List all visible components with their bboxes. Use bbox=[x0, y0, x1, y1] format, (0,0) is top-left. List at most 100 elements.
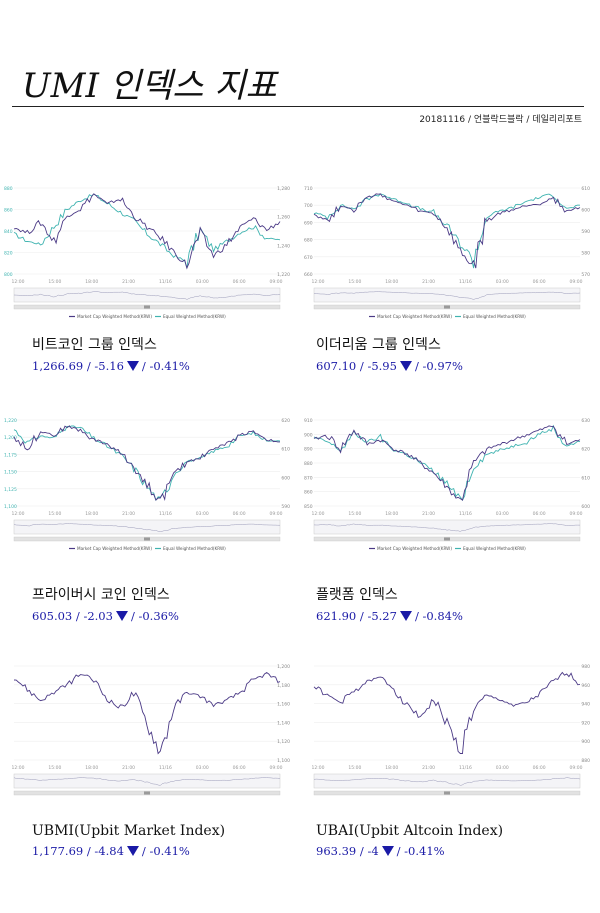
index-change: -4 bbox=[367, 844, 379, 858]
y-tick-left: 1,200 bbox=[4, 435, 17, 441]
chart-panel-bitcoin: 880 860 840 820 800 1,280 1,260 1,240 1,220 12:00… bbox=[2, 182, 292, 332]
y-tick-right: 570 bbox=[581, 272, 590, 278]
x-tick-label: 09:00 bbox=[570, 511, 583, 517]
x-tick-label: 06:00 bbox=[533, 511, 546, 517]
chart-panel-platform: 910 900 890 880 870 860 850 630 620 610 600 12:00 15… bbox=[302, 414, 592, 564]
y-tick-left: 690 bbox=[304, 220, 313, 226]
title-rule bbox=[12, 106, 584, 107]
y-tick-right: 580 bbox=[581, 251, 590, 257]
scrollbar-handle bbox=[444, 305, 450, 309]
y-tick-right: 590 bbox=[281, 504, 290, 510]
x-tick-label: 15:00 bbox=[348, 765, 361, 771]
y-tick-left: 870 bbox=[304, 475, 313, 481]
legend-equal: Equal Weighted Method(KRW) bbox=[163, 314, 226, 319]
y-tick-right: 1,140 bbox=[277, 720, 290, 726]
index-name: 플랫폼 인덱스 bbox=[316, 587, 398, 603]
y-tick-right: 1,120 bbox=[277, 739, 290, 745]
legend-market: Market Cap Weighted Method(KRW) bbox=[77, 546, 152, 551]
y-tick-right: 1,220 bbox=[277, 272, 290, 278]
index-name: 프라이버시 코인 인덱스 bbox=[32, 587, 170, 603]
x-tick-label: 11/16 bbox=[459, 511, 472, 517]
y-tick-right: 940 bbox=[581, 702, 590, 708]
series-line bbox=[13, 671, 281, 755]
index-value: 1,177.69 bbox=[32, 844, 84, 858]
series-line bbox=[13, 425, 280, 502]
index-pct: -0.97% bbox=[422, 359, 463, 373]
y-tick-left: 1,220 bbox=[4, 418, 17, 424]
y-tick-left: 1,100 bbox=[4, 504, 17, 510]
navigator-line bbox=[13, 777, 281, 786]
x-tick-label: 03:00 bbox=[496, 279, 509, 285]
x-tick-label: 12:00 bbox=[312, 279, 325, 285]
x-tick-label: 03:00 bbox=[496, 765, 509, 771]
y-tick-right: 1,160 bbox=[277, 702, 290, 708]
y-tick-right: 1,280 bbox=[277, 186, 290, 192]
chart-platform: 910 900 890 880 870 860 850 630 620 610 600 12:00 15… bbox=[304, 418, 590, 551]
y-tick-right: 1,180 bbox=[277, 683, 290, 689]
index-values: 607.10 / -5.95/ -0.97% bbox=[316, 359, 463, 373]
index-pct: -0.41% bbox=[404, 844, 445, 858]
y-tick-right: 1,260 bbox=[277, 215, 290, 221]
index-change: -5.95 bbox=[367, 359, 397, 373]
chart-panel-privacy: 1,220 1,200 1,175 1,150 1,125 1,100 620 610 600 5… bbox=[2, 414, 292, 564]
range-navigator bbox=[13, 519, 281, 535]
index-change: -5.27 bbox=[367, 609, 397, 623]
x-tick-label: 21:00 bbox=[422, 279, 435, 285]
caption-platform: 플랫폼 인덱스 621.90 / -5.27/ -0.84% bbox=[316, 584, 463, 623]
x-tick-label: 06:00 bbox=[233, 511, 246, 517]
y-tick-right: 1,240 bbox=[277, 243, 290, 249]
index-value: 621.90 bbox=[316, 609, 357, 623]
x-tick-label: 03:00 bbox=[196, 279, 209, 285]
x-tick-label: 06:00 bbox=[533, 765, 546, 771]
x-tick-label: 15:00 bbox=[48, 511, 61, 517]
scrollbar-handle bbox=[444, 537, 450, 541]
y-tick-right: 590 bbox=[581, 229, 590, 235]
series-line bbox=[313, 193, 581, 269]
y-tick-right: 630 bbox=[581, 418, 590, 424]
navigator-line bbox=[13, 291, 281, 300]
down-triangle-icon bbox=[399, 611, 412, 621]
y-tick-right: 980 bbox=[581, 664, 590, 670]
x-tick-label: 12:00 bbox=[12, 511, 25, 517]
y-tick-right: 610 bbox=[581, 186, 590, 192]
y-tick-right: 620 bbox=[281, 418, 290, 424]
index-name: 비트코인 그룹 인덱스 bbox=[32, 337, 157, 353]
index-name: 이더리움 그룹 인덱스 bbox=[316, 337, 441, 353]
y-tick-left: 880 bbox=[4, 186, 13, 192]
y-tick-right: 920 bbox=[581, 720, 590, 726]
index-values: 605.03 / -2.03/ -0.36% bbox=[32, 609, 179, 623]
scrollbar-handle bbox=[144, 791, 150, 795]
x-tick-label: 21:00 bbox=[122, 765, 135, 771]
chart-privacy-coin: 1,220 1,200 1,175 1,150 1,125 1,100 620 610 600 5… bbox=[4, 418, 290, 551]
y-tick-left: 890 bbox=[304, 447, 313, 453]
x-tick-label: 12:00 bbox=[312, 511, 325, 517]
caption-ethereum: 이더리움 그룹 인덱스 607.10 / -5.95/ -0.97% bbox=[316, 334, 463, 373]
y-tick-left: 670 bbox=[304, 255, 313, 261]
index-value: 605.03 bbox=[32, 609, 73, 623]
index-change: -5.16 bbox=[94, 359, 124, 373]
range-navigator bbox=[13, 773, 281, 789]
caption-ubai: UBAI(Upbit Altcoin Index) 963.39 / -4/ -… bbox=[316, 823, 503, 858]
x-tick-label: 21:00 bbox=[122, 279, 135, 285]
x-tick-label: 09:00 bbox=[570, 765, 583, 771]
range-navigator bbox=[313, 773, 581, 789]
y-tick-left: 840 bbox=[4, 229, 13, 235]
y-tick-left: 850 bbox=[304, 504, 313, 510]
x-tick-label: 12:00 bbox=[12, 765, 25, 771]
x-tick-label: 15:00 bbox=[348, 279, 361, 285]
index-values: 621.90 / -5.27/ -0.84% bbox=[316, 609, 463, 623]
down-triangle-icon bbox=[399, 361, 412, 371]
x-tick-label: 09:00 bbox=[270, 765, 283, 771]
y-tick-left: 910 bbox=[304, 418, 313, 424]
page-title: UMI 인덱스 지표 bbox=[22, 66, 277, 106]
scrollbar-handle bbox=[144, 305, 150, 309]
x-tick-label: 03:00 bbox=[196, 765, 209, 771]
y-tick-right: 960 bbox=[581, 683, 590, 689]
y-tick-right: 620 bbox=[581, 447, 590, 453]
index-pct: -0.41% bbox=[149, 359, 190, 373]
index-pct: -0.84% bbox=[422, 609, 463, 623]
x-tick-label: 18:00 bbox=[385, 511, 398, 517]
down-triangle-icon bbox=[126, 361, 139, 371]
y-tick-right: 600 bbox=[281, 475, 290, 481]
y-tick-left: 860 bbox=[304, 490, 313, 496]
